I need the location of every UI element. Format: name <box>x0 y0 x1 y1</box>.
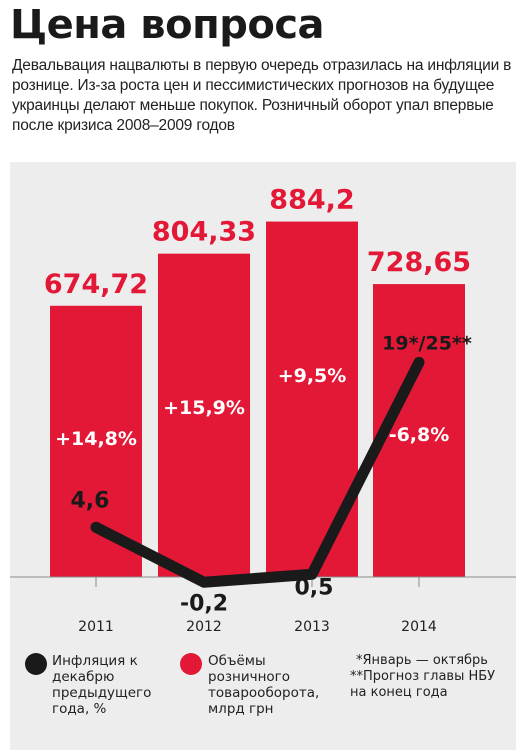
legend-note-2: **Прогноз главы НБУ на конец года <box>350 669 496 700</box>
bar-value-label: 728,65 <box>367 247 471 278</box>
bar-value-label: 674,72 <box>44 269 148 300</box>
inflation-value-label: 4,6 <box>71 488 110 513</box>
inflation-value-label: 19*/25** <box>382 332 472 354</box>
legend-inflation-marker <box>25 653 47 675</box>
bar-change-label: +15,9% <box>163 397 245 419</box>
x-tick-label: 2011 <box>78 619 114 635</box>
legend-turnover-marker <box>180 653 202 675</box>
x-tick-label: 2014 <box>401 619 437 635</box>
bar <box>158 253 250 577</box>
bar-value-label: 884,2 <box>269 185 354 216</box>
bar-change-label: -6,8% <box>389 424 450 446</box>
chart-subtitle: Девальвация нацвалюты в первую очередь о… <box>12 57 512 134</box>
inflation-value-label: -0,2 <box>180 591 228 616</box>
x-tick-label: 2012 <box>186 619 222 635</box>
legend-turnover-label: Объёмы розничного товарооборота, млрд гр… <box>208 653 320 717</box>
chart-area: 674,72 +14,8% 804,33 +15,9% 884,2 +9,5% 728,65… <box>10 162 516 750</box>
inflation-line <box>90 356 425 588</box>
bar <box>266 221 358 577</box>
combo-chart: 674,72 +14,8% 804,33 +15,9% 884,2 +9,5% 728,65… <box>10 185 516 635</box>
chart-title: Цена вопроса <box>10 2 325 48</box>
x-tick-label: 2013 <box>294 619 330 635</box>
bar-change-label: +9,5% <box>278 365 347 387</box>
bar-value-label: 804,33 <box>152 217 256 248</box>
bar-change-label: +14,8% <box>55 428 137 450</box>
legend-inflation-label: Инфляция к декабрю предыдущего года, % <box>52 653 152 717</box>
inflation-value-label: 0,5 <box>295 575 334 600</box>
legend-note-1: *Январь — октябрь <box>356 653 488 668</box>
